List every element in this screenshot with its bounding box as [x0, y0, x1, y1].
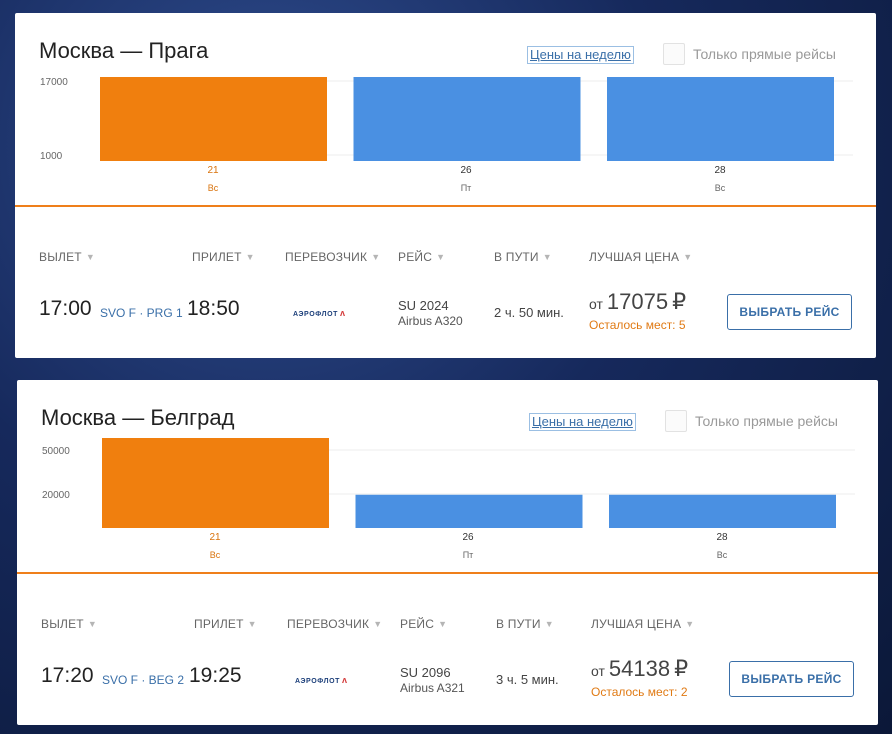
- flight-duration: 3 ч. 5 мин.: [496, 672, 559, 687]
- select-flight-button[interactable]: ВЫБРАТЬ РЕЙС: [727, 294, 852, 330]
- best-price: от 54138 ₽: [591, 656, 689, 681]
- price-bar-28[interactable]: [609, 494, 836, 528]
- x-tick-day: 28: [716, 532, 728, 543]
- column-header-carrier[interactable]: ПЕРЕВОЗЧИК ▼: [287, 617, 383, 631]
- x-tick-day: 26: [462, 532, 474, 543]
- sort-caret-icon: ▼: [245, 252, 255, 262]
- section-divider: [15, 205, 876, 207]
- airport-codes: SVO F · PRG 1: [100, 306, 183, 320]
- seats-left: Осталось мест: 2: [591, 685, 688, 699]
- seats-left: Осталось мест: 5: [589, 318, 686, 332]
- price-bar-21[interactable]: [100, 77, 327, 161]
- column-header-arrival[interactable]: ПРИЛЕТ ▼: [194, 617, 257, 631]
- column-header-best-price[interactable]: ЛУЧШАЯ ЦЕНА ▼: [591, 617, 695, 631]
- price-bar-21[interactable]: [102, 438, 329, 528]
- column-header-departure[interactable]: ВЫЛЕТ ▼: [41, 617, 97, 631]
- section-divider: [17, 572, 878, 574]
- flight-number: SU 2096: [400, 665, 451, 680]
- aircraft-type: Airbus A320: [398, 314, 463, 328]
- price-bar-28[interactable]: [607, 77, 834, 161]
- weekly-prices-link[interactable]: Цены на неделю: [529, 413, 636, 431]
- x-tick-day: 26: [460, 165, 472, 176]
- sort-caret-icon: ▼: [544, 619, 554, 629]
- column-header-duration[interactable]: В ПУТИ ▼: [496, 617, 554, 631]
- x-tick-day: 21: [207, 165, 219, 176]
- column-header-flight[interactable]: РЕЙС ▼: [400, 617, 448, 631]
- sort-caret-icon: ▼: [683, 252, 693, 262]
- y-tick-label: 50000: [42, 446, 70, 457]
- price-value: 17075: [606, 289, 669, 314]
- x-tick-weekday: Пт: [461, 183, 472, 193]
- price-chart: 50000 20000 21 Вс 26 Пт 28 Вс: [42, 438, 855, 560]
- x-tick-day: 21: [209, 532, 221, 543]
- aeroflot-logo-icon: АЭРОФЛОТ ᴧ: [295, 675, 348, 685]
- direct-flights-label: Только прямые рейсы: [693, 46, 836, 62]
- y-tick-label: 20000: [42, 490, 70, 501]
- sort-caret-icon: ▼: [371, 252, 381, 262]
- sort-caret-icon: ▼: [373, 619, 383, 629]
- price-chart: 17000 1000 21 Вс 26 Пт 28 Вс: [40, 77, 853, 193]
- column-header-best-price[interactable]: ЛУЧШАЯ ЦЕНА ▼: [589, 250, 693, 264]
- column-header-departure[interactable]: ВЫЛЕТ ▼: [39, 250, 95, 264]
- flight-card-prague: Москва — Прага Цены на неделю Только пря…: [15, 13, 876, 358]
- sort-caret-icon: ▼: [87, 619, 97, 629]
- y-tick-label: 17000: [40, 77, 68, 88]
- price-bar-26[interactable]: [355, 494, 583, 528]
- y-tick-label: 1000: [40, 151, 63, 162]
- sort-caret-icon: ▼: [685, 619, 695, 629]
- column-header-arrival[interactable]: ПРИЛЕТ ▼: [192, 250, 255, 264]
- sort-caret-icon: ▼: [542, 252, 552, 262]
- select-flight-button[interactable]: ВЫБРАТЬ РЕЙС: [729, 661, 854, 697]
- x-tick-weekday: Вс: [717, 550, 728, 560]
- column-header-carrier[interactable]: ПЕРЕВОЗЧИК ▼: [285, 250, 381, 264]
- price-value: 54138: [608, 656, 671, 681]
- sort-caret-icon: ▼: [436, 252, 446, 262]
- flight-number: SU 2024: [398, 298, 449, 313]
- aircraft-type: Airbus A321: [400, 681, 465, 695]
- direct-flights-label: Только прямые рейсы: [695, 413, 838, 429]
- direct-flights-checkbox[interactable]: [663, 43, 685, 65]
- flight-card-belgrade: Москва — Белград Цены на неделю Только п…: [17, 380, 878, 725]
- x-tick-weekday: Вс: [210, 550, 221, 560]
- airport-codes: SVO F · BEG 2: [102, 673, 185, 687]
- weekly-prices-link[interactable]: Цены на неделю: [527, 46, 634, 64]
- ruble-icon: ₽: [672, 289, 687, 314]
- column-header-flight[interactable]: РЕЙС ▼: [398, 250, 446, 264]
- arrival-time: 18:50: [187, 297, 240, 320]
- x-tick-weekday: Вс: [208, 183, 219, 193]
- departure-time: 17:00: [39, 297, 92, 320]
- arrival-time: 19:25: [189, 664, 242, 687]
- direct-flights-checkbox[interactable]: [665, 410, 687, 432]
- price-bar-26[interactable]: [353, 77, 581, 161]
- flight-duration: 2 ч. 50 мин.: [494, 305, 564, 320]
- aeroflot-logo-icon: АЭРОФЛОТ ᴧ: [293, 308, 346, 318]
- departure-time: 17:20: [41, 664, 94, 687]
- route-title: Москва — Прага: [39, 38, 209, 63]
- x-tick-day: 28: [714, 165, 726, 176]
- sort-caret-icon: ▼: [247, 619, 257, 629]
- column-header-duration[interactable]: В ПУТИ ▼: [494, 250, 552, 264]
- best-price: от 17075 ₽: [589, 289, 687, 314]
- sort-caret-icon: ▼: [85, 252, 95, 262]
- x-tick-weekday: Вс: [715, 183, 726, 193]
- ruble-icon: ₽: [674, 656, 689, 681]
- x-tick-weekday: Пт: [463, 550, 474, 560]
- sort-caret-icon: ▼: [438, 619, 448, 629]
- route-title: Москва — Белград: [41, 405, 235, 430]
